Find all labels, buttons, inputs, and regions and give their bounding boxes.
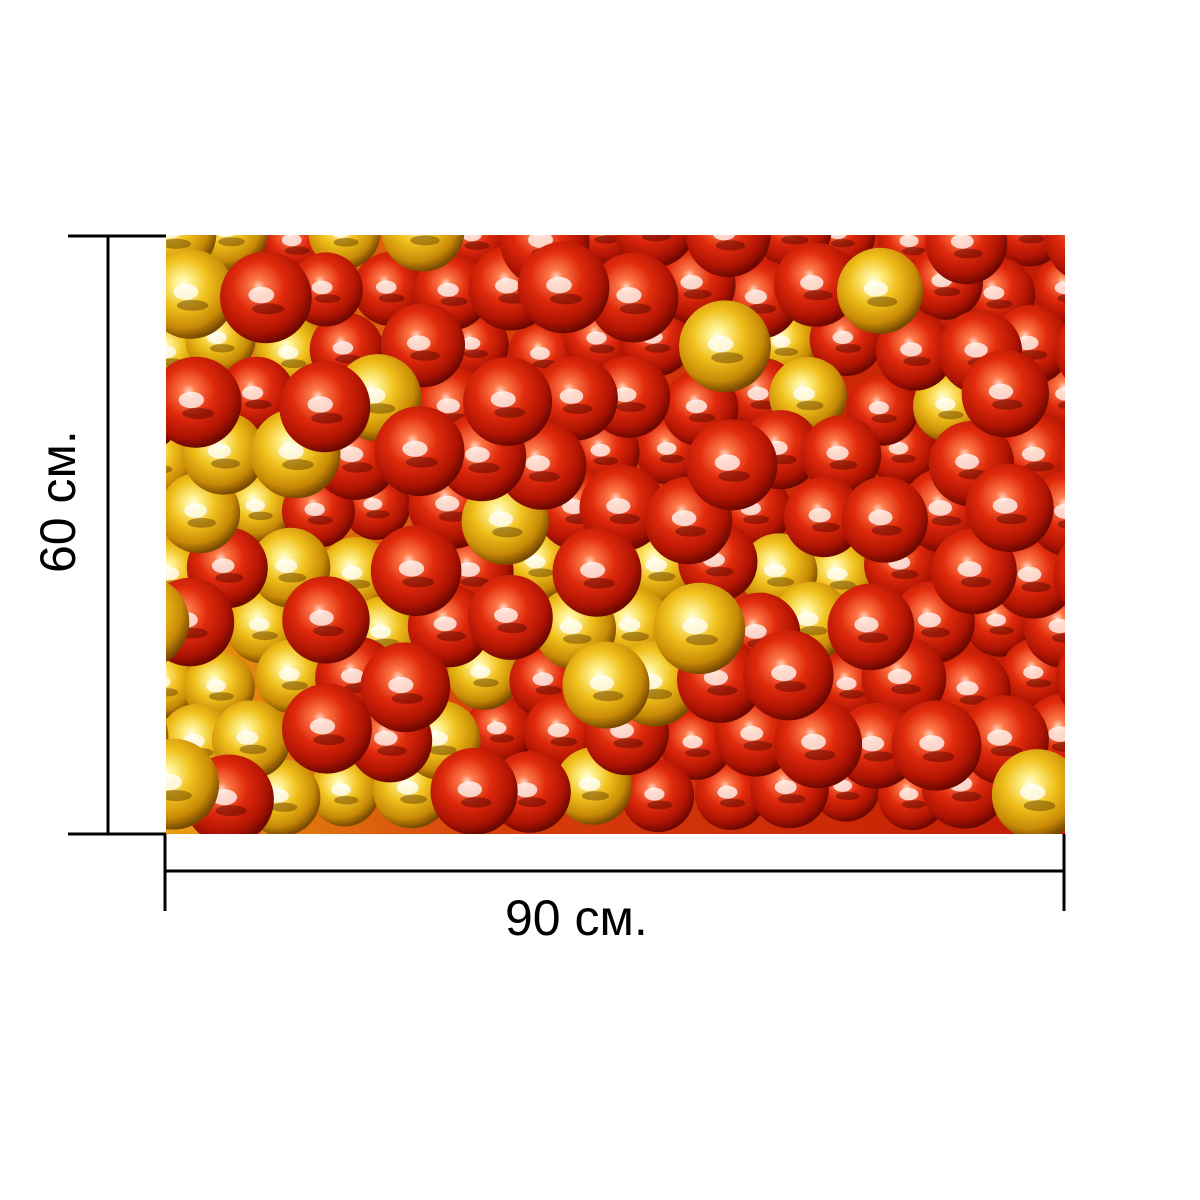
red-bead — [783, 477, 864, 558]
red-bead — [925, 235, 1008, 285]
red-bead — [370, 525, 462, 616]
red-bead — [533, 356, 618, 441]
red-bead — [465, 695, 535, 765]
red-bead — [621, 759, 695, 833]
red-bead — [841, 476, 928, 563]
red-bead — [891, 700, 982, 791]
red-bead — [1053, 544, 1065, 605]
red-bead — [588, 252, 679, 343]
gold-bead — [309, 756, 380, 827]
gold-bead — [166, 581, 190, 662]
beads-image — [166, 235, 1065, 834]
red-bead — [743, 630, 834, 721]
gold-bead — [381, 235, 465, 272]
gold-bead — [679, 300, 771, 393]
gold-bead — [837, 247, 924, 334]
red-bead — [552, 527, 642, 617]
red-bead — [1045, 235, 1065, 276]
red-bead — [166, 356, 242, 448]
red-bead — [279, 361, 371, 453]
red-bead — [1056, 651, 1065, 706]
gold-bead — [166, 738, 220, 830]
red-bead — [463, 356, 553, 446]
product-photo — [166, 235, 1065, 834]
red-bead — [1055, 323, 1065, 378]
red-bead — [660, 707, 733, 780]
red-bead — [773, 699, 863, 789]
red-bead — [930, 528, 1017, 615]
red-bead — [774, 242, 858, 327]
red-bead — [467, 574, 553, 660]
red-bead — [961, 350, 1049, 438]
red-bead — [220, 251, 312, 344]
red-bead — [965, 463, 1054, 552]
width-label: 90 см. — [505, 890, 648, 946]
height-label: 60 см. — [30, 430, 86, 573]
red-bead — [360, 642, 451, 733]
red-bead — [282, 576, 370, 664]
red-bead — [875, 312, 955, 391]
red-bead — [374, 406, 465, 497]
gold-bead — [653, 582, 746, 675]
red-bead — [827, 583, 915, 671]
gold-bead — [562, 641, 650, 729]
red-bead — [282, 683, 372, 774]
red-bead — [686, 419, 778, 511]
gold-bead — [166, 249, 236, 339]
red-bead — [686, 235, 771, 278]
red-bead — [801, 415, 882, 495]
gold-bead — [991, 749, 1065, 834]
red-bead — [430, 747, 518, 834]
red-bead — [695, 758, 767, 830]
red-bead — [517, 241, 610, 334]
